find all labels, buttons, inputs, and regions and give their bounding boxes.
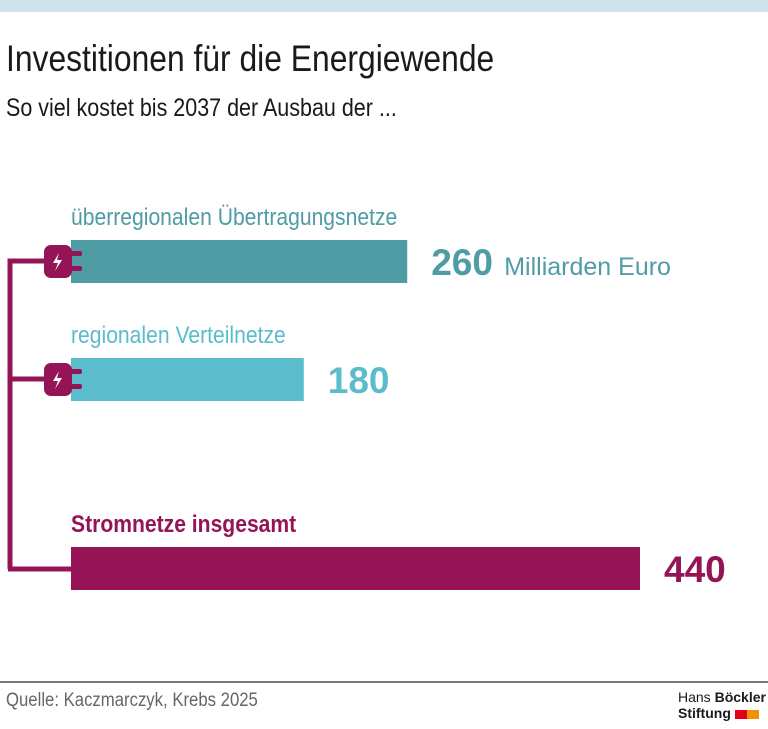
chart-title: Investitionen für die Energiewende (6, 38, 495, 79)
logo: Hans Böckler Stiftung (678, 689, 766, 721)
value-label: 260 (431, 242, 493, 283)
cable-connector (7, 258, 71, 572)
category-label: überregionalen Übertragungsnetze (71, 204, 397, 231)
bar (71, 547, 640, 590)
chart-subtitle: So viel kostet bis 2037 der Ausbau der .… (6, 94, 397, 122)
bar-chart: überregionalen Übertragungsnetze 260 Milli… (7, 204, 726, 590)
bar (71, 240, 408, 283)
unit-label: Milliarden Euro (504, 253, 671, 281)
plug-icon (44, 363, 82, 396)
source: Quelle: Kaczmarczyk, Krebs 2025 (6, 690, 258, 711)
plug-icon (44, 245, 82, 278)
value-label: 180 (328, 360, 390, 401)
category-label: Stromnetze insgesamt (71, 511, 297, 538)
category-label: regionalen Verteilnetze (71, 322, 286, 349)
value-label: 440 (664, 549, 726, 590)
top-band (0, 0, 768, 12)
bar (71, 358, 304, 401)
divider (0, 681, 768, 683)
